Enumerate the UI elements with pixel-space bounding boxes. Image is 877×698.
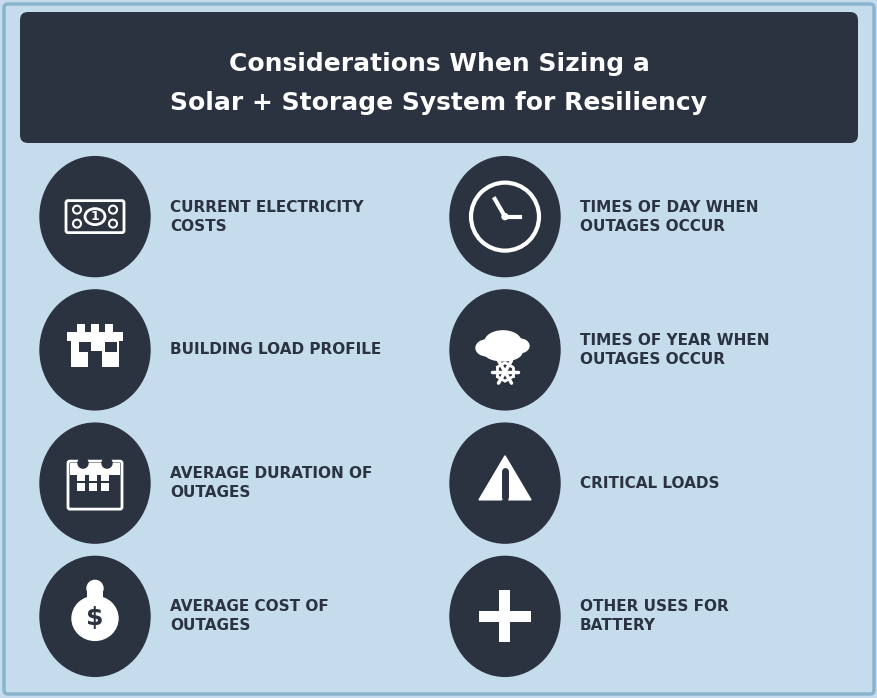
Text: TIMES OF DAY WHEN
OUTAGES OCCUR: TIMES OF DAY WHEN OUTAGES OCCUR	[580, 200, 758, 234]
Ellipse shape	[40, 556, 150, 676]
Text: AVERAGE DURATION OF
OUTAGES: AVERAGE DURATION OF OUTAGES	[170, 466, 372, 500]
Text: Considerations When Sizing a: Considerations When Sizing a	[228, 52, 649, 75]
Text: CURRENT ELECTRICITY
COSTS: CURRENT ELECTRICITY COSTS	[170, 200, 363, 234]
Text: $: $	[86, 607, 103, 630]
Text: 1: 1	[90, 210, 99, 223]
Text: CRITICAL LOADS: CRITICAL LOADS	[580, 475, 718, 491]
Bar	[89, 483, 96, 491]
Ellipse shape	[509, 339, 529, 353]
Ellipse shape	[483, 343, 522, 361]
Bar	[87, 591, 103, 598]
Bar	[77, 483, 85, 491]
Ellipse shape	[450, 423, 560, 543]
Circle shape	[501, 500, 508, 507]
Bar	[499, 591, 510, 642]
Bar	[88, 351, 102, 367]
Bar	[67, 332, 123, 341]
Circle shape	[78, 458, 88, 468]
Ellipse shape	[72, 596, 118, 640]
Bar	[77, 473, 85, 481]
Polygon shape	[479, 456, 531, 500]
Text: OTHER USES FOR
BATTERY: OTHER USES FOR BATTERY	[580, 600, 728, 634]
Text: TIMES OF YEAR WHEN
OUTAGES OCCUR: TIMES OF YEAR WHEN OUTAGES OCCUR	[580, 333, 768, 367]
Text: BUILDING LOAD PROFILE: BUILDING LOAD PROFILE	[170, 343, 381, 357]
Text: Solar + Storage System for Resiliency: Solar + Storage System for Resiliency	[170, 91, 707, 114]
Bar	[101, 473, 109, 481]
Bar	[79, 342, 91, 352]
Bar	[105, 457, 109, 467]
Ellipse shape	[450, 556, 560, 676]
Ellipse shape	[450, 156, 560, 276]
Bar	[105, 324, 113, 332]
Circle shape	[502, 214, 508, 220]
Ellipse shape	[40, 156, 150, 276]
Bar	[89, 473, 96, 481]
Ellipse shape	[484, 331, 520, 353]
Ellipse shape	[450, 290, 560, 410]
Bar	[70, 463, 120, 475]
Bar	[101, 483, 109, 491]
FancyBboxPatch shape	[20, 12, 857, 143]
Bar	[71, 341, 119, 367]
Bar	[81, 457, 85, 467]
Bar	[105, 342, 117, 352]
Bar	[91, 324, 99, 332]
Ellipse shape	[40, 423, 150, 543]
Ellipse shape	[475, 340, 497, 356]
Circle shape	[102, 458, 112, 468]
Ellipse shape	[40, 290, 150, 410]
Text: AVERAGE COST OF
OUTAGES: AVERAGE COST OF OUTAGES	[170, 600, 328, 634]
FancyBboxPatch shape	[4, 4, 873, 694]
Circle shape	[87, 580, 103, 596]
Bar	[479, 611, 531, 622]
Bar	[77, 324, 85, 332]
